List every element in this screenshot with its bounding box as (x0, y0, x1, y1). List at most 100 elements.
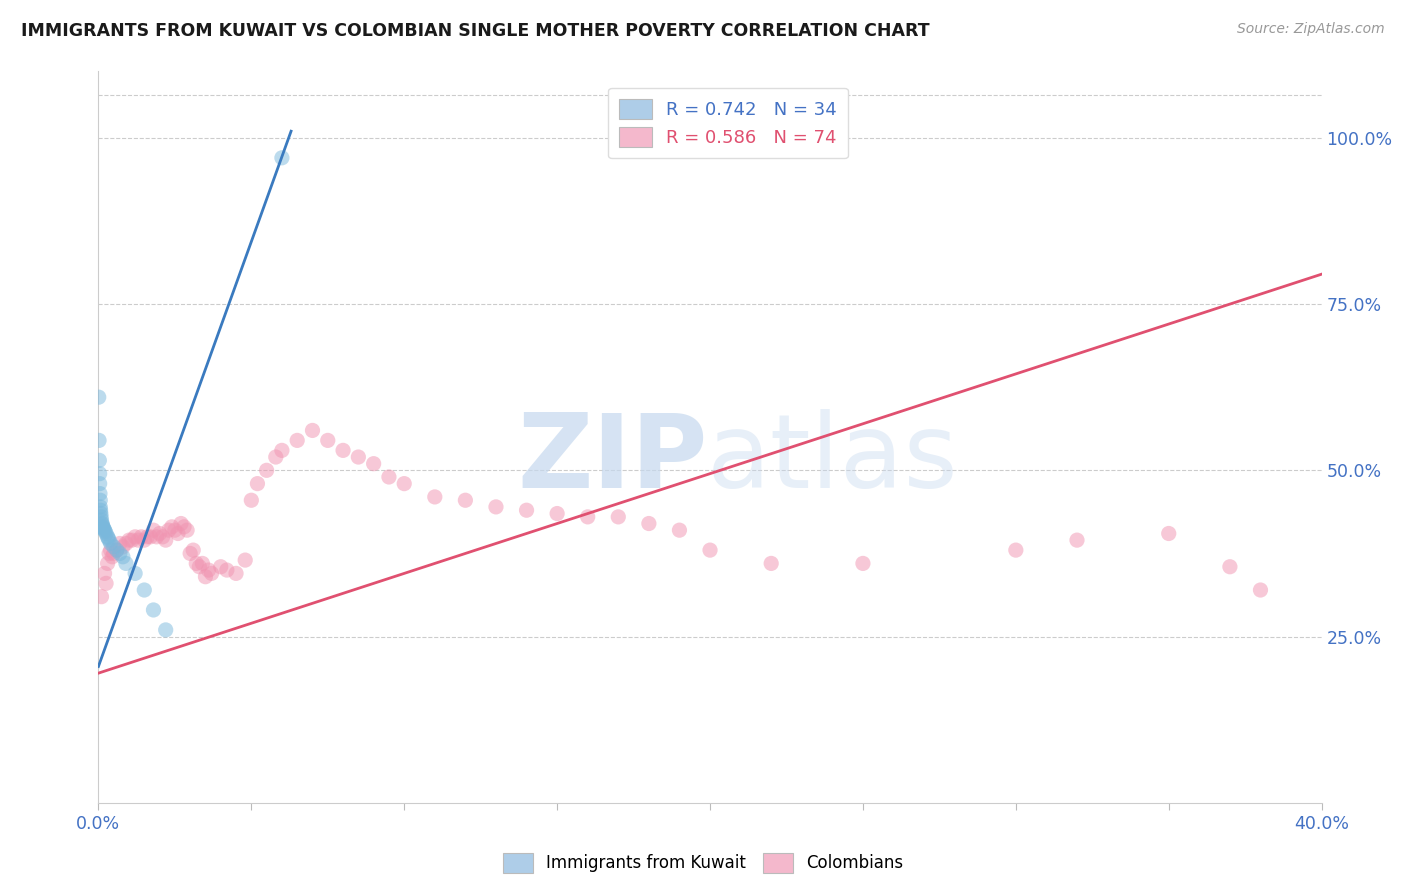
Point (546, 507, 568, 521)
Point (186, 557, 208, 571)
Point (155, 623, 177, 637)
Point (209, 559, 232, 574)
Point (124, 566, 146, 581)
Point (118, 533, 141, 548)
Point (347, 450, 370, 464)
Point (108, 536, 131, 550)
Point (576, 509, 599, 524)
Point (90, 503, 112, 517)
Point (90, 509, 112, 524)
Point (170, 516, 193, 531)
Point (93, 566, 115, 581)
Point (142, 603, 165, 617)
Point (90, 513, 112, 527)
Point (94, 524, 117, 539)
Text: IMMIGRANTS FROM KUWAIT VS COLOMBIAN SINGLE MOTHER POVERTY CORRELATION CHART: IMMIGRANTS FROM KUWAIT VS COLOMBIAN SING… (21, 22, 929, 40)
Point (91, 521, 114, 535)
Point (1219, 559, 1241, 574)
Point (93, 523, 115, 537)
Point (163, 523, 186, 537)
Legend: R = 0.742   N = 34, R = 0.586   N = 74: R = 0.742 N = 34, R = 0.586 N = 74 (609, 87, 848, 158)
Point (1249, 582, 1271, 597)
Point (194, 570, 217, 584)
Point (270, 151, 292, 165)
Point (134, 582, 156, 597)
Point (94, 526, 117, 541)
Point (332, 443, 354, 458)
Point (1004, 543, 1026, 558)
Point (188, 559, 211, 574)
Point (105, 543, 128, 558)
Point (103, 546, 125, 560)
Point (516, 503, 538, 517)
Point (98, 546, 121, 560)
Point (89, 500, 111, 514)
Point (100, 536, 122, 550)
Point (89, 476, 111, 491)
Point (145, 530, 167, 544)
Point (167, 526, 190, 541)
Point (89, 467, 111, 481)
Point (215, 563, 238, 577)
Point (89, 486, 111, 500)
Point (378, 470, 401, 484)
Point (91, 520, 114, 534)
Legend: Immigrants from Kuwait, Colombians: Immigrants from Kuwait, Colombians (496, 847, 910, 880)
Point (240, 493, 263, 508)
Point (176, 523, 198, 537)
Point (87, 434, 110, 448)
Point (124, 530, 146, 544)
Point (759, 557, 782, 571)
Point (363, 457, 385, 471)
Point (98, 533, 121, 548)
Point (90, 590, 112, 604)
Point (103, 540, 125, 554)
Point (285, 434, 308, 448)
Point (142, 523, 165, 537)
Point (100, 543, 122, 558)
Point (637, 516, 661, 531)
Point (97, 531, 120, 545)
Point (91, 516, 114, 531)
Point (90, 507, 112, 521)
Point (392, 476, 416, 491)
Point (1066, 533, 1088, 548)
Point (134, 533, 156, 548)
Point (607, 509, 630, 524)
Point (246, 476, 269, 491)
Point (485, 500, 508, 514)
Text: ZIP: ZIP (517, 409, 707, 509)
Point (97, 557, 120, 571)
Point (852, 557, 875, 571)
Point (200, 566, 222, 581)
Point (270, 443, 292, 458)
Point (191, 557, 214, 571)
Point (256, 463, 278, 477)
Point (94, 576, 117, 591)
Point (699, 543, 721, 558)
Point (152, 530, 174, 544)
Point (197, 563, 219, 577)
Point (108, 546, 131, 560)
Point (89, 453, 111, 467)
Text: Source: ZipAtlas.com: Source: ZipAtlas.com (1237, 22, 1385, 37)
Point (301, 424, 323, 438)
Point (149, 526, 172, 541)
Point (105, 543, 128, 558)
Point (173, 520, 195, 534)
Point (157, 523, 180, 537)
Point (101, 549, 124, 564)
Point (181, 543, 204, 558)
Point (127, 533, 149, 548)
Point (136, 530, 159, 544)
Point (111, 549, 134, 564)
Point (93, 522, 115, 536)
Point (668, 523, 690, 537)
Point (139, 530, 162, 544)
Point (155, 533, 177, 548)
Point (115, 557, 138, 571)
Point (89, 493, 111, 508)
Point (179, 546, 201, 560)
Point (160, 520, 183, 534)
Point (233, 553, 256, 567)
